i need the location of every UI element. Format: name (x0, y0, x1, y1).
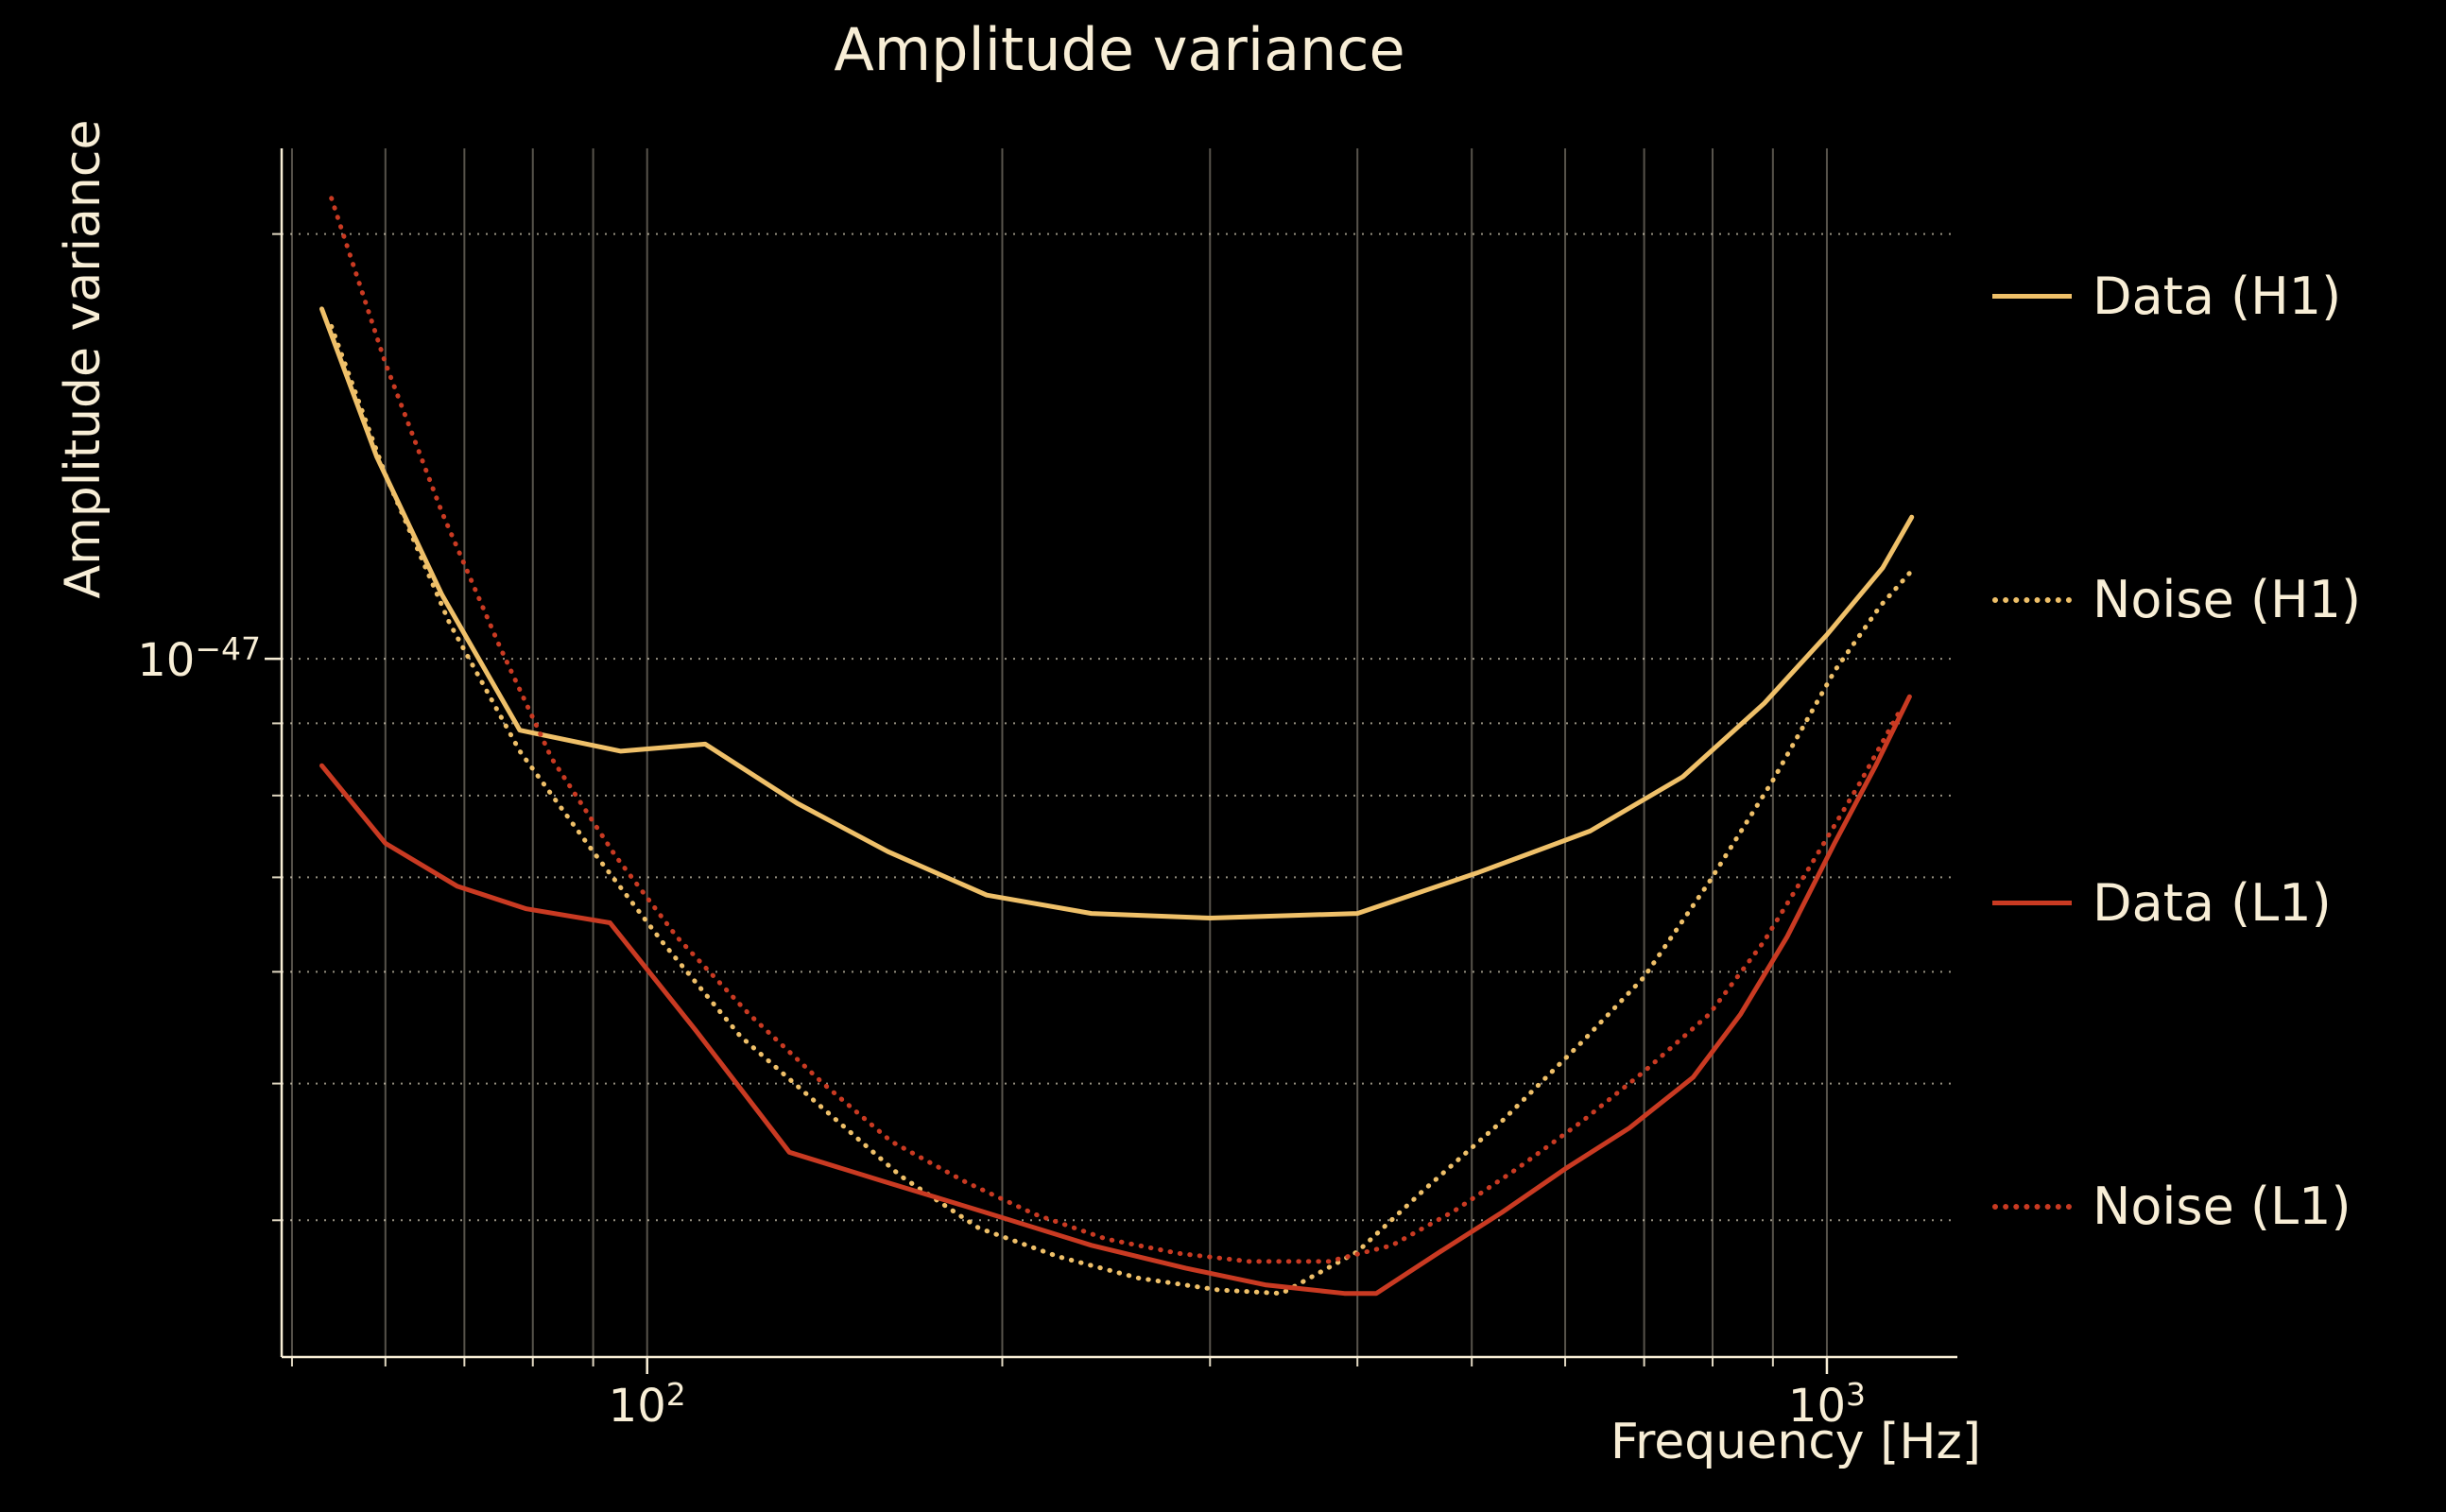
legend-item-noise-h1: Noise (H1) (1992, 570, 2361, 629)
legend-item-noise-l1: Noise (L1) (1992, 1177, 2361, 1236)
x-tick-100-base: 10 (608, 1380, 666, 1433)
x-tick-1000-exp: 3 (1845, 1376, 1866, 1413)
x-tick-1000: 103 (1788, 1376, 1866, 1433)
x-tick-100: 102 (609, 1376, 686, 1433)
y-tick-1e-47-base: 10 (137, 634, 196, 688)
legend: Data (H1) Noise (H1) Data (L1) Noise (L1… (1992, 266, 2361, 1236)
y-tick-1e-47: 10−47 (137, 630, 261, 687)
x-tick-100-exp: 2 (665, 1376, 686, 1413)
legend-label-noise-l1: Noise (L1) (2093, 1177, 2351, 1236)
legend-swatch-noise-l1 (1992, 1203, 2072, 1210)
x-tick-1000-base: 10 (1787, 1380, 1846, 1433)
legend-label-data-l1: Data (L1) (2093, 873, 2332, 933)
chart-title: Amplitude variance (834, 15, 1405, 84)
x-axis-label: Frequency [Hz] (1610, 1414, 1982, 1470)
series-line-noise-h1 (329, 323, 1912, 1297)
y-axis-label: Amplitude variance (55, 119, 112, 599)
series-line-data-l1 (319, 694, 1912, 1297)
legend-swatch-data-l1 (1992, 901, 2072, 905)
legend-swatch-data-h1 (1992, 294, 2072, 299)
series-line-noise-l1 (329, 196, 1902, 1264)
legend-label-noise-h1: Noise (H1) (2093, 570, 2362, 629)
legend-item-data-l1: Data (L1) (1992, 873, 2361, 933)
y-tick-1e-47-exp: −47 (195, 630, 261, 668)
legend-label-data-h1: Data (H1) (2093, 266, 2342, 326)
legend-item-data-h1: Data (H1) (1992, 266, 2361, 326)
series-line-data-h1 (319, 306, 1915, 920)
legend-swatch-noise-h1 (1992, 596, 2072, 603)
